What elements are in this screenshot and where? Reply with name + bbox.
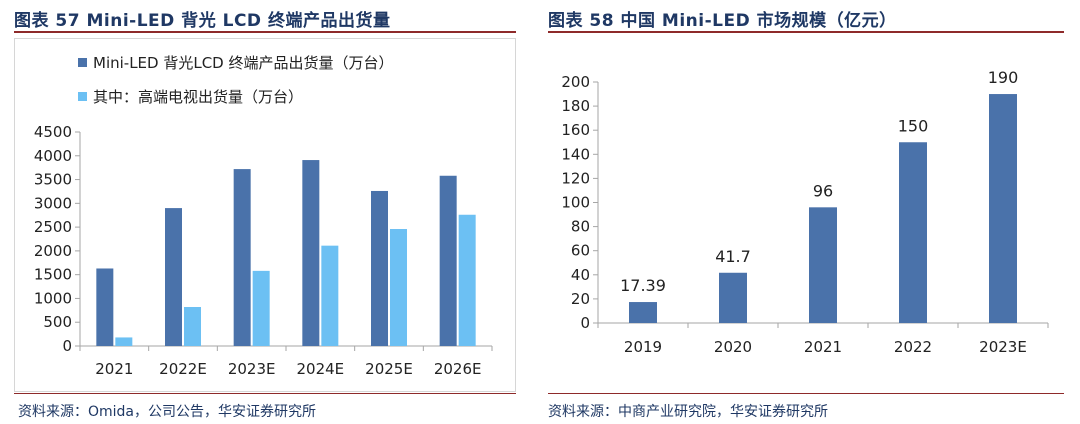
- x-tick-label: 2025E: [365, 360, 413, 378]
- data-label: 17.39: [620, 276, 666, 295]
- data-label: 41.7: [715, 247, 751, 266]
- bar-shipments: [302, 160, 320, 346]
- legend-swatch-dark: [78, 58, 87, 67]
- x-tick-label: 2024E: [297, 360, 345, 378]
- y-tick-label: 160: [561, 121, 590, 139]
- bar-shipments: [233, 169, 251, 346]
- bar-market-size: [809, 207, 837, 323]
- x-tick-label: 2026E: [434, 360, 482, 378]
- bar-shipments: [165, 208, 182, 346]
- bar-shipments: [371, 190, 388, 346]
- legend-item-shipments: Mini-LED 背光LCD 终端产品出货量（万台）: [78, 52, 394, 73]
- x-tick-label: 2021: [804, 338, 842, 356]
- bar-market-size: [899, 142, 927, 323]
- left-chart-frame: [14, 38, 516, 392]
- x-tick-label: 2022: [894, 338, 932, 356]
- legend-label-shipments: Mini-LED 背光LCD 终端产品出货量（万台）: [93, 54, 394, 72]
- legend-item-hightv: 其中：高端电视出货量（万台）: [78, 86, 303, 107]
- y-tick-label: 1500: [34, 266, 72, 284]
- y-tick-label: 60: [571, 242, 590, 260]
- y-tick-label: 0: [62, 337, 72, 355]
- y-tick-label: 20: [571, 290, 590, 308]
- right-title-rule: [548, 31, 1064, 33]
- bar-hightv: [115, 337, 133, 346]
- y-tick-label: 0: [580, 314, 590, 332]
- bar-market-size: [719, 272, 747, 323]
- y-tick-label: 140: [561, 145, 590, 163]
- bar-market-size: [629, 302, 657, 323]
- x-tick-label: 2023E: [228, 360, 276, 378]
- bar-hightv: [458, 214, 476, 346]
- bar-shipments: [439, 175, 457, 346]
- y-tick-label: 3500: [34, 171, 72, 189]
- legend-label-hightv: 其中：高端电视出货量（万台）: [93, 88, 304, 106]
- y-tick-label: 40: [571, 266, 590, 284]
- data-label: 96: [813, 181, 833, 200]
- y-tick-label: 2000: [34, 242, 72, 260]
- bar-market-size: [989, 94, 1017, 323]
- y-tick-label: 4500: [34, 123, 72, 141]
- x-tick-label: 2022E: [159, 360, 207, 378]
- y-tick-label: 180: [561, 97, 590, 115]
- y-tick-label: 80: [571, 218, 590, 236]
- y-tick-label: 500: [43, 313, 72, 331]
- data-label: 150: [898, 116, 929, 135]
- legend-swatch-light: [78, 92, 87, 101]
- x-tick-label: 2023E: [979, 338, 1027, 356]
- y-tick-label: 3000: [34, 194, 72, 212]
- left-figure-title: 图表 57 Mini-LED 背光 LCD 终端产品出货量: [14, 11, 391, 31]
- y-tick-label: 1000: [34, 289, 72, 307]
- bar-hightv: [390, 229, 407, 346]
- y-tick-label: 2500: [34, 218, 72, 236]
- bar-hightv: [184, 307, 201, 346]
- data-label: 190: [988, 68, 1019, 87]
- right-bar-chart: 0 20 40 60 80 100 120 140 160 180 200 17.39 2019 41.7…: [561, 68, 1049, 356]
- left-bar-chart: 0 500 1000 1500 2000 2500 3000 3500 4000 4500 2021…: [34, 123, 493, 378]
- right-bottom-rule: [548, 393, 1064, 394]
- x-tick-label: 2020: [714, 338, 752, 356]
- x-tick-label: 2021: [95, 360, 133, 378]
- y-tick-label: 200: [561, 73, 590, 91]
- y-tick-label: 4000: [34, 147, 72, 165]
- y-tick-label: 100: [561, 194, 590, 212]
- left-title-rule: [14, 31, 516, 33]
- left-bottom-rule: [14, 393, 516, 394]
- x-tick-label: 2019: [624, 338, 662, 356]
- bar-hightv: [252, 270, 270, 346]
- right-source-note: 资料来源：中商产业研究院，华安证券研究所: [548, 404, 828, 420]
- bar-shipments: [96, 268, 114, 346]
- y-tick-label: 120: [561, 169, 590, 187]
- right-figure-title: 图表 58 中国 Mini-LED 市场规模（亿元）: [548, 11, 897, 31]
- left-source-note: 资料来源：Omida，公司公告，华安证券研究所: [18, 404, 317, 420]
- bar-hightv: [321, 245, 339, 346]
